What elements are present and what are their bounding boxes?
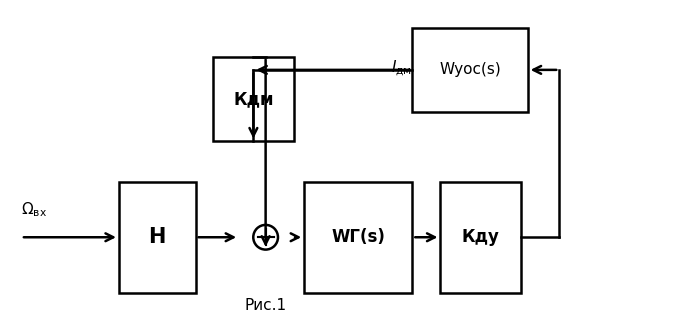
Text: $\Omega_{\sf вх}$: $\Omega_{\sf вх}$ bbox=[21, 201, 47, 219]
Text: Н: Н bbox=[149, 227, 166, 247]
Text: $I_{\sf дм}$: $I_{\sf дм}$ bbox=[391, 58, 412, 78]
Bar bbox=[412, 28, 528, 112]
Text: WГ(s): WГ(s) bbox=[331, 228, 385, 246]
Text: Рис.1: Рис.1 bbox=[245, 298, 287, 313]
Bar bbox=[440, 182, 521, 292]
Text: Кдм: Кдм bbox=[233, 90, 273, 108]
Bar bbox=[119, 182, 196, 292]
Bar bbox=[304, 182, 412, 292]
Text: Wуос(s): Wуос(s) bbox=[439, 62, 501, 77]
Text: Кду: Кду bbox=[461, 228, 500, 246]
Bar bbox=[213, 57, 294, 141]
